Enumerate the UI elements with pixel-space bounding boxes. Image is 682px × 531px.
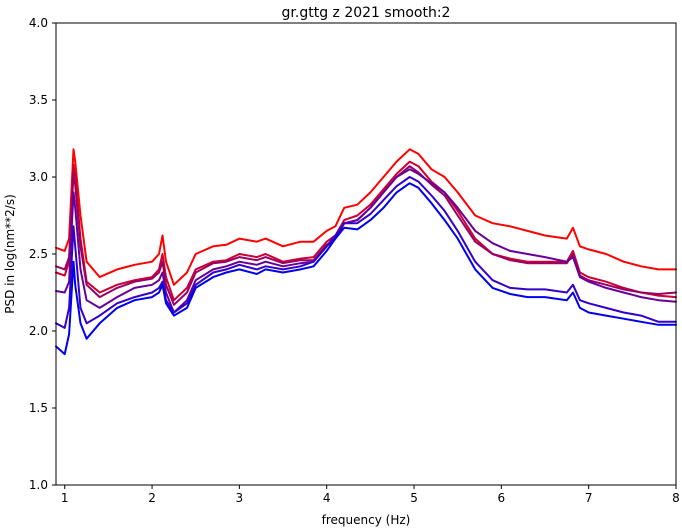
series-line-5 — [55, 176, 677, 329]
x-tick-label: 7 — [585, 491, 593, 505]
series-line-4 — [55, 168, 677, 314]
y-tick-label: 2.5 — [29, 247, 48, 261]
y-tick-label: 1.0 — [29, 478, 48, 492]
y-tick-label: 3.0 — [29, 170, 48, 184]
plot-series — [55, 148, 677, 356]
y-tick-label: 2.0 — [29, 324, 48, 338]
x-axis-ticks: 1 2 3 4 5 6 7 8 — [61, 485, 680, 505]
plot-frame — [55, 22, 677, 486]
series-line-1 — [55, 148, 677, 286]
x-tick-label: 8 — [672, 491, 680, 505]
series-line-6 — [55, 182, 677, 356]
x-axis-label: frequency (Hz) — [322, 513, 411, 527]
x-tick-label: 1 — [61, 491, 69, 505]
x-tick-label: 4 — [323, 491, 331, 505]
x-tick-label: 3 — [236, 491, 244, 505]
x-tick-label: 5 — [410, 491, 418, 505]
x-tick-label: 2 — [148, 491, 156, 505]
x-tick-label: 6 — [498, 491, 506, 505]
y-axis-label: PSD in log(nm**2/s) — [3, 194, 17, 314]
y-tick-label: 1.5 — [29, 401, 48, 415]
y-tick-label: 4.0 — [29, 16, 48, 30]
y-axis-ticks: 1.0 1.5 2.0 2.5 3.0 3.5 4.0 — [29, 16, 56, 492]
chart-title: gr.gttg z 2021 smooth:2 — [282, 5, 451, 21]
series-line-3 — [55, 165, 677, 306]
series-line-2 — [55, 160, 677, 302]
y-tick-label: 3.5 — [29, 93, 48, 107]
